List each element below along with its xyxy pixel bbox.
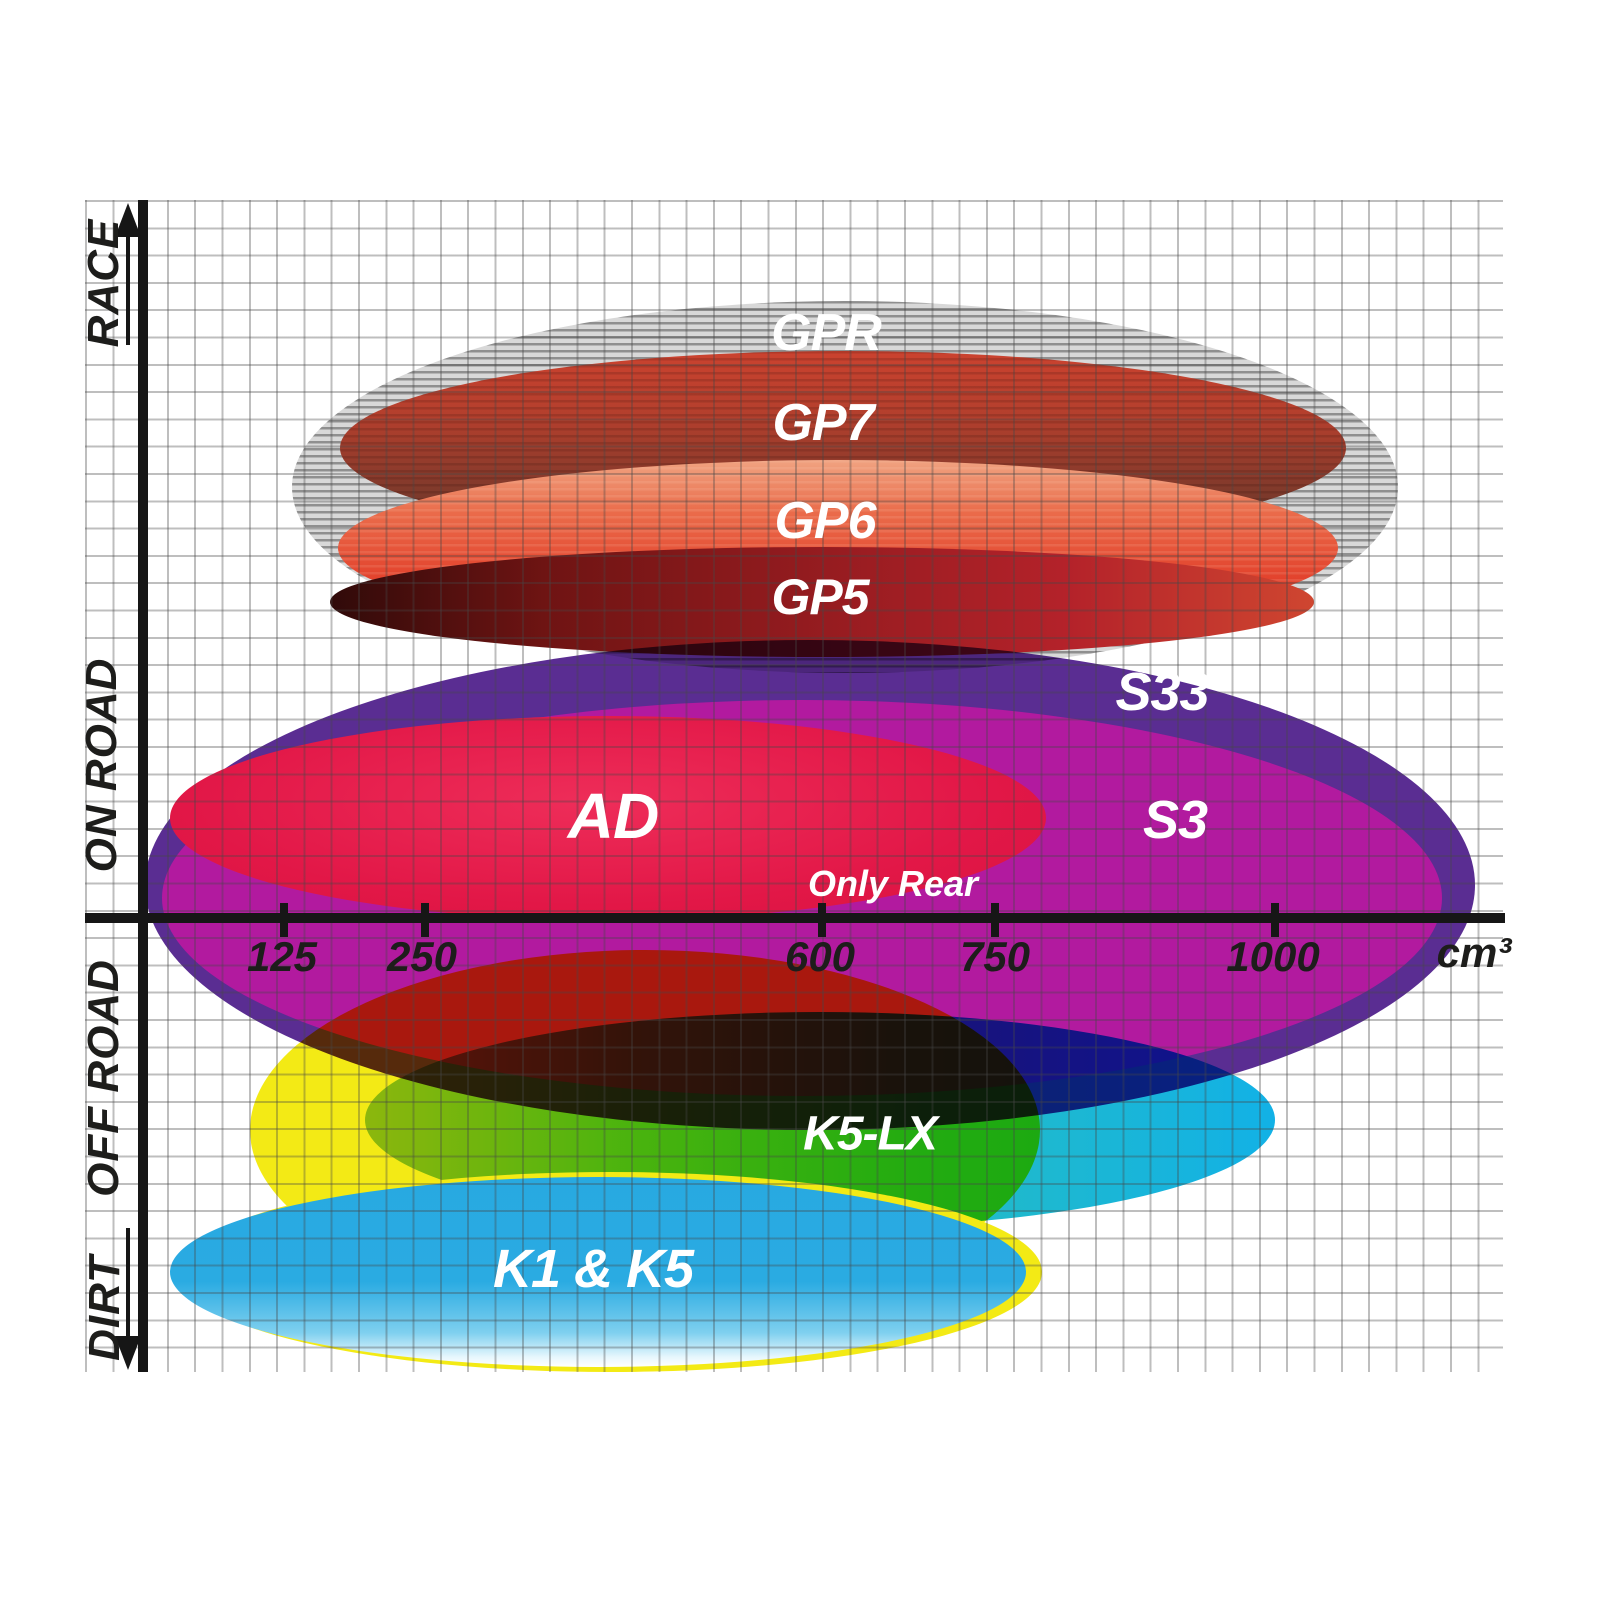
label-only-rear: Only Rear	[807, 863, 979, 904]
y-axis-line	[138, 200, 148, 1372]
dirt-arrow-line	[126, 1228, 130, 1341]
ellipse-k1k5	[170, 1177, 1026, 1367]
x-tick-125	[280, 903, 288, 937]
ellipse-gp5	[330, 547, 1314, 657]
dirt-down-arrow-icon	[115, 1336, 141, 1370]
x-tick-250	[421, 903, 429, 937]
label-gpr: GPR	[771, 304, 882, 362]
y-label-race: RACE	[79, 218, 128, 348]
label-gp7: GP7	[772, 394, 874, 452]
x-tick-label-125: 125	[246, 933, 318, 980]
x-tick-label-1000: 1000	[1226, 933, 1320, 980]
y-label-off-road: OFF ROAD	[79, 959, 128, 1197]
x-tick-label-250: 250	[386, 933, 458, 980]
x-tick-600	[818, 903, 826, 937]
race-arrow-line	[126, 232, 130, 345]
x-axis-unit-label: cm³	[1436, 929, 1512, 976]
y-label-on-road: ON ROAD	[77, 657, 126, 873]
race-up-arrow-icon	[115, 203, 141, 237]
label-gp6: GP6	[774, 492, 876, 550]
x-axis-line	[85, 913, 1505, 923]
x-tick-1000	[1271, 903, 1279, 937]
label-gp5: GP5	[771, 569, 869, 625]
label-s3: S3	[1142, 790, 1208, 850]
x-tick-label-600: 600	[784, 933, 856, 980]
label-ad: AD	[567, 780, 659, 852]
x-tick-label-750: 750	[959, 933, 1031, 980]
ellipse-ad	[170, 716, 1046, 920]
label-s33: S33	[1115, 662, 1209, 722]
label-k1k5: K1 & K5	[492, 1239, 694, 1299]
y-label-dirt: DIRT	[80, 1255, 129, 1361]
label-k5lx: K5-LX	[803, 1107, 938, 1161]
x-tick-750	[991, 903, 999, 937]
